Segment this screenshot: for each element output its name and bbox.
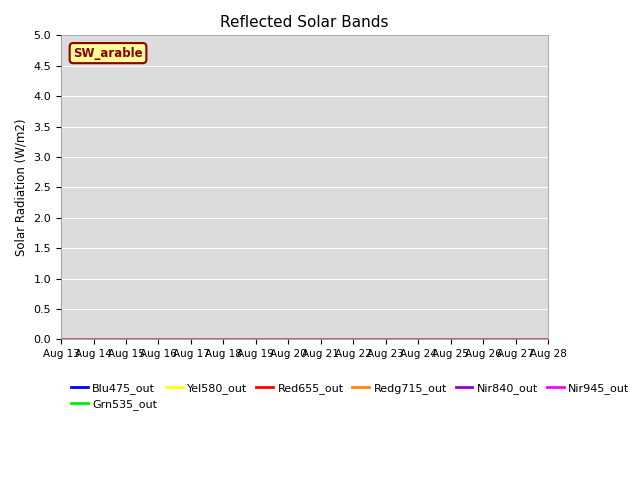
Grn535_out bbox=[174, 336, 182, 342]
Nir945_out bbox=[315, 336, 323, 342]
Yel580_out bbox=[315, 336, 323, 342]
Yel580_out bbox=[57, 336, 65, 342]
Nir840_out bbox=[73, 336, 81, 342]
Blu475_out bbox=[315, 336, 323, 342]
Blu475_out bbox=[110, 336, 118, 342]
Blu475_out bbox=[174, 336, 182, 342]
Nir945_out bbox=[73, 336, 81, 342]
Red655_out bbox=[57, 336, 65, 342]
Blu475_out bbox=[479, 336, 487, 342]
Blu475_out bbox=[545, 336, 552, 342]
Redg715_out bbox=[110, 336, 118, 342]
Blu475_out bbox=[164, 336, 172, 342]
Yel580_out bbox=[174, 336, 182, 342]
Blu475_out bbox=[73, 336, 81, 342]
Redg715_out bbox=[73, 336, 81, 342]
Blu475_out bbox=[57, 336, 65, 342]
Grn535_out bbox=[479, 336, 487, 342]
Redg715_out bbox=[57, 336, 65, 342]
Yel580_out bbox=[73, 336, 81, 342]
Red655_out bbox=[110, 336, 118, 342]
Text: SW_arable: SW_arable bbox=[73, 47, 143, 60]
Red655_out bbox=[545, 336, 552, 342]
Nir840_out bbox=[545, 336, 552, 342]
Nir945_out bbox=[545, 336, 552, 342]
Nir840_out bbox=[315, 336, 323, 342]
Nir945_out bbox=[174, 336, 182, 342]
Grn535_out bbox=[57, 336, 65, 342]
Grn535_out bbox=[545, 336, 552, 342]
Grn535_out bbox=[110, 336, 118, 342]
Red655_out bbox=[315, 336, 323, 342]
Nir945_out bbox=[57, 336, 65, 342]
Red655_out bbox=[73, 336, 81, 342]
Nir840_out bbox=[164, 336, 172, 342]
Nir945_out bbox=[164, 336, 172, 342]
Grn535_out bbox=[164, 336, 172, 342]
Redg715_out bbox=[545, 336, 552, 342]
Yel580_out bbox=[479, 336, 487, 342]
Nir840_out bbox=[57, 336, 65, 342]
Redg715_out bbox=[174, 336, 182, 342]
Title: Reflected Solar Bands: Reflected Solar Bands bbox=[220, 15, 389, 30]
Yel580_out bbox=[545, 336, 552, 342]
Grn535_out bbox=[315, 336, 323, 342]
Nir840_out bbox=[174, 336, 182, 342]
Grn535_out bbox=[73, 336, 81, 342]
Red655_out bbox=[479, 336, 487, 342]
Nir840_out bbox=[479, 336, 487, 342]
Nir945_out bbox=[110, 336, 118, 342]
Yel580_out bbox=[110, 336, 118, 342]
Red655_out bbox=[174, 336, 182, 342]
Redg715_out bbox=[315, 336, 323, 342]
Nir840_out bbox=[110, 336, 118, 342]
Yel580_out bbox=[164, 336, 172, 342]
Legend: Blu475_out, Grn535_out, Yel580_out, Red655_out, Redg715_out, Nir840_out, Nir945_: Blu475_out, Grn535_out, Yel580_out, Red6… bbox=[67, 378, 634, 415]
Redg715_out bbox=[164, 336, 172, 342]
Redg715_out bbox=[479, 336, 487, 342]
Red655_out bbox=[164, 336, 172, 342]
Nir945_out bbox=[479, 336, 487, 342]
Y-axis label: Solar Radiation (W/m2): Solar Radiation (W/m2) bbox=[15, 119, 28, 256]
